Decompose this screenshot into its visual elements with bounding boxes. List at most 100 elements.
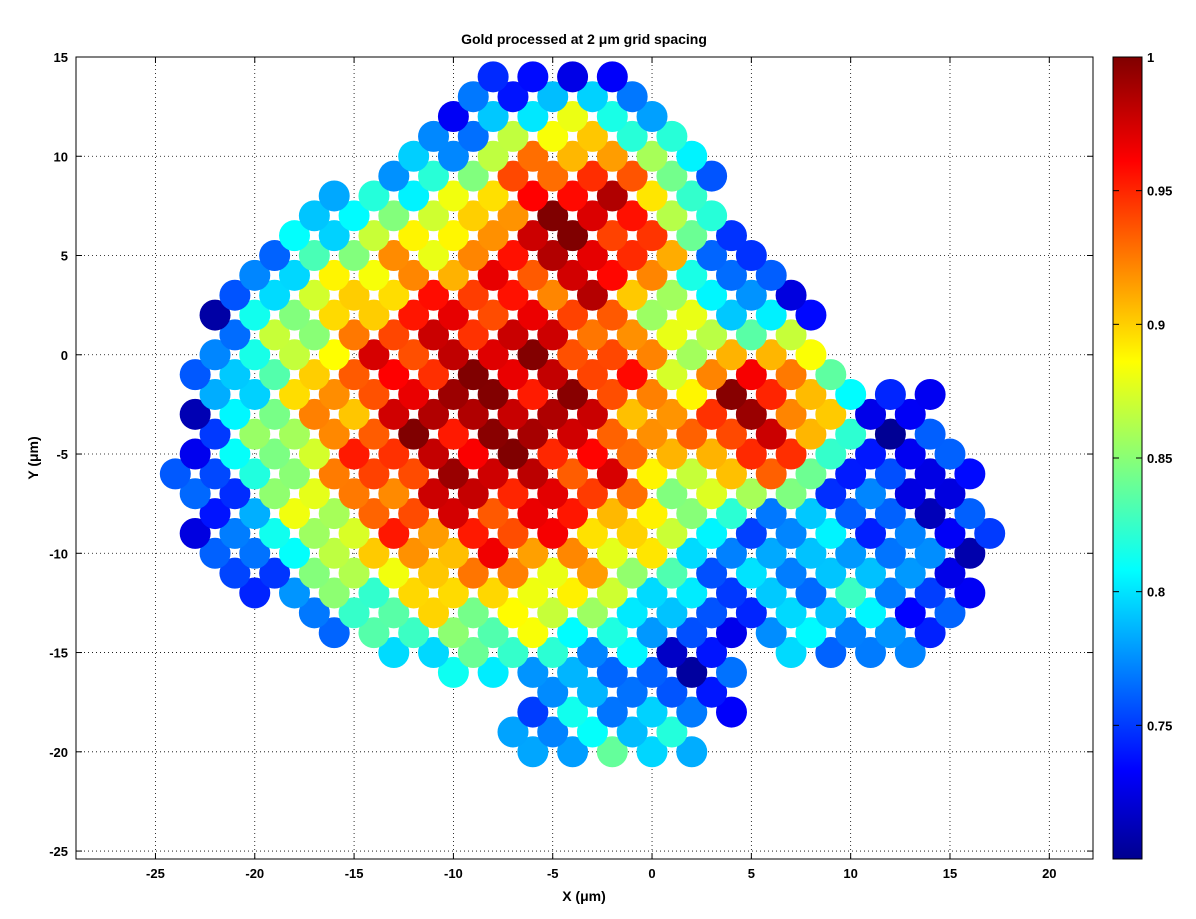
x-tick-label: -5 <box>547 866 559 881</box>
data-point <box>676 339 708 371</box>
data-point <box>418 438 450 470</box>
data-point <box>576 676 608 708</box>
data-point <box>457 597 489 629</box>
data-point <box>437 378 469 410</box>
data-point <box>537 160 569 192</box>
data-point <box>398 537 430 569</box>
data-point <box>338 240 370 272</box>
data-point <box>418 240 450 272</box>
data-point <box>398 418 430 450</box>
data-point <box>437 498 469 530</box>
data-point <box>418 279 450 311</box>
data-point <box>239 418 271 450</box>
data-point <box>199 418 231 450</box>
data-point <box>696 160 728 192</box>
data-point <box>636 339 668 371</box>
data-point <box>636 299 668 331</box>
data-point <box>696 240 728 272</box>
data-point <box>735 398 767 430</box>
data-point <box>596 299 628 331</box>
data-point <box>874 617 906 649</box>
data-point <box>755 418 787 450</box>
data-point <box>199 498 231 530</box>
data-point <box>835 577 867 609</box>
data-point <box>775 517 807 549</box>
data-point <box>715 259 747 291</box>
data-point <box>338 517 370 549</box>
x-tick-label: -20 <box>245 866 264 881</box>
data-point <box>517 696 549 728</box>
data-point <box>537 637 569 669</box>
x-tick-label: -10 <box>444 866 463 881</box>
data-point <box>636 577 668 609</box>
data-point <box>437 458 469 490</box>
data-point <box>656 517 688 549</box>
data-point <box>239 299 271 331</box>
data-point <box>279 458 310 490</box>
data-point <box>696 200 728 232</box>
data-point <box>457 200 489 232</box>
data-point <box>676 617 708 649</box>
data-point <box>457 81 489 113</box>
data-point <box>378 160 410 192</box>
data-point <box>636 259 668 291</box>
data-point <box>815 398 847 430</box>
data-point <box>835 498 867 530</box>
data-point <box>279 259 310 291</box>
data-point <box>338 597 370 629</box>
data-point <box>298 398 330 430</box>
data-point <box>338 359 370 391</box>
data-point <box>239 458 271 490</box>
data-point <box>279 220 310 252</box>
data-point <box>318 220 350 252</box>
data-point <box>318 498 350 530</box>
data-point <box>815 359 847 391</box>
data-point <box>874 458 906 490</box>
data-point <box>557 736 589 768</box>
data-point <box>318 577 350 609</box>
data-point <box>557 61 589 93</box>
data-point <box>537 120 569 152</box>
data-point <box>497 81 529 113</box>
data-point <box>775 279 807 311</box>
colorbar-tick-label: 0.75 <box>1147 718 1172 733</box>
data-point <box>656 319 688 351</box>
data-point <box>259 319 291 351</box>
x-axis-label: X (μm) <box>562 888 606 904</box>
data-point <box>398 498 430 530</box>
data-point <box>974 517 1006 549</box>
data-point <box>596 736 628 768</box>
data-point <box>636 617 668 649</box>
data-point <box>914 458 946 490</box>
data-point <box>815 517 847 549</box>
data-point <box>418 637 450 669</box>
data-point <box>596 577 628 609</box>
data-point <box>616 240 648 272</box>
data-point <box>795 339 827 371</box>
data-point <box>398 577 430 609</box>
data-point <box>477 378 509 410</box>
data-point <box>934 438 966 470</box>
colorbar-tick-label: 0.8 <box>1147 585 1165 600</box>
data-point <box>537 319 569 351</box>
data-point <box>596 696 628 728</box>
data-point <box>636 101 668 133</box>
data-point <box>517 458 549 490</box>
y-tick-label: 10 <box>54 149 68 164</box>
data-point <box>676 498 708 530</box>
data-point <box>358 259 390 291</box>
colorbar-tick-label: 0.85 <box>1147 451 1172 466</box>
data-point <box>437 339 469 371</box>
data-point <box>557 418 589 450</box>
data-point <box>219 279 251 311</box>
x-axis-ticks: -25 -20 -15 -10 -5 0 5 10 15 20 <box>146 57 1057 881</box>
data-point <box>855 517 887 549</box>
data-point <box>616 597 648 629</box>
data-point <box>378 517 410 549</box>
data-point <box>934 597 966 629</box>
data-point <box>656 200 688 232</box>
data-point <box>636 498 668 530</box>
data-point <box>497 240 529 272</box>
data-point <box>239 498 271 530</box>
data-point <box>715 458 747 490</box>
